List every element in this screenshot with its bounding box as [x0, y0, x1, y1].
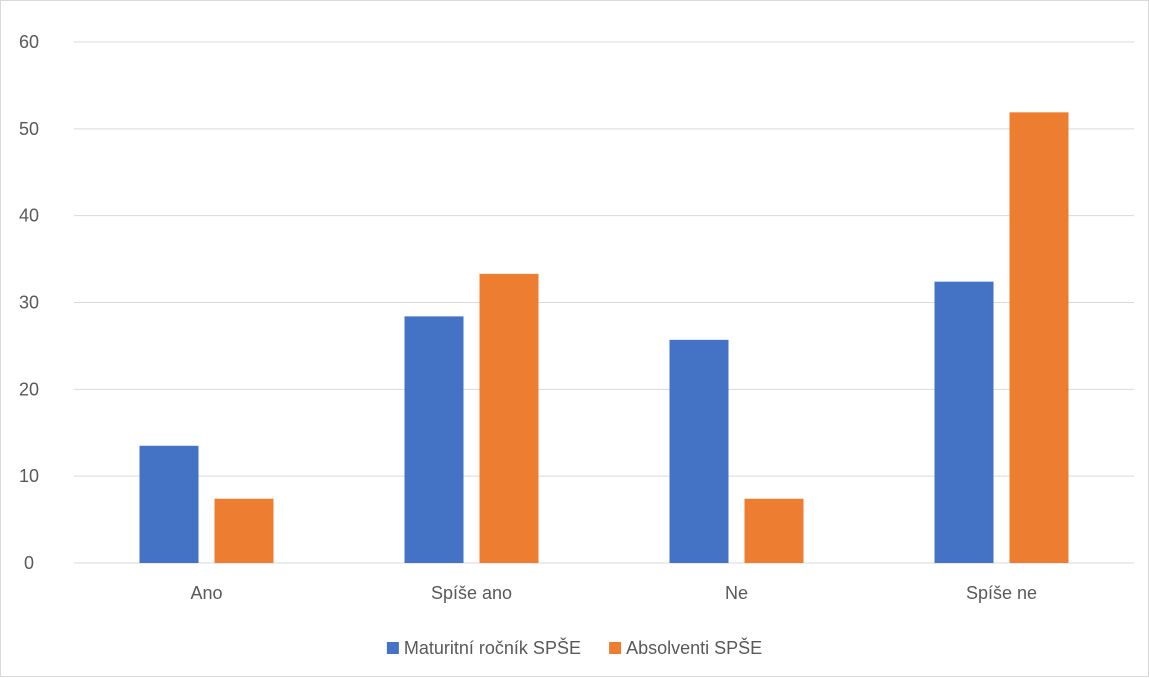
y-tick-label: 10 [19, 466, 39, 486]
x-tick-label: Ano [190, 583, 222, 603]
bar-maturitni-1 [404, 316, 464, 563]
bar-absolventi-3 [1009, 112, 1069, 564]
legend-label-0: Maturitní ročník SPŠE [404, 637, 581, 658]
bar-maturitni-3 [934, 281, 994, 563]
legend-label-1: Absolventi SPŠE [626, 637, 762, 658]
y-tick-label: 30 [19, 293, 39, 313]
x-tick-label: Spíše ano [431, 583, 512, 603]
x-tick-label: Spíše ne [966, 583, 1037, 603]
bar-absolventi-2 [744, 498, 804, 563]
legend: Maturitní ročník SPŠE Absolventi SPŠE [386, 637, 762, 658]
y-tick-label: 50 [19, 119, 39, 139]
bars [139, 112, 1069, 564]
gridlines [74, 41, 1134, 564]
bar-maturitni-2 [669, 339, 729, 563]
bar-absolventi-1 [479, 273, 539, 563]
legend-swatch-0 [386, 642, 399, 654]
x-axis-tick-labels: Ano Spíše ano Ne Spíše ne [190, 583, 1037, 603]
bar-absolventi-0 [214, 498, 274, 563]
y-axis-tick-labels: 0 10 20 30 40 50 60 [19, 32, 39, 573]
y-tick-label: 40 [19, 206, 39, 226]
y-tick-label: 60 [19, 32, 39, 52]
x-tick-label: Ne [725, 583, 748, 603]
y-tick-label: 20 [19, 379, 39, 399]
legend-swatch-1 [609, 642, 622, 654]
bar-maturitni-0 [139, 445, 199, 563]
y-tick-label: 0 [24, 553, 34, 573]
